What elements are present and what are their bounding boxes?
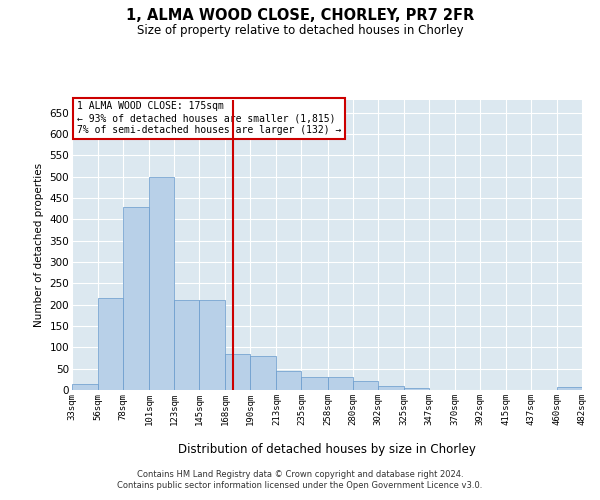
- Bar: [353, 382, 377, 390]
- Bar: [199, 300, 226, 390]
- Bar: [149, 177, 174, 390]
- Text: 1, ALMA WOOD CLOSE, CHORLEY, PR7 2FR: 1, ALMA WOOD CLOSE, CHORLEY, PR7 2FR: [126, 8, 474, 22]
- Text: Distribution of detached houses by size in Chorley: Distribution of detached houses by size …: [178, 442, 476, 456]
- Bar: [226, 354, 250, 390]
- Bar: [174, 300, 199, 390]
- Bar: [557, 386, 582, 390]
- Bar: [301, 377, 328, 390]
- Text: Contains HM Land Registry data © Crown copyright and database right 2024.: Contains HM Land Registry data © Crown c…: [137, 470, 463, 479]
- Text: Contains public sector information licensed under the Open Government Licence v3: Contains public sector information licen…: [118, 481, 482, 490]
- Bar: [72, 384, 98, 390]
- Bar: [277, 371, 301, 390]
- Text: 1 ALMA WOOD CLOSE: 175sqm
← 93% of detached houses are smaller (1,815)
7% of sem: 1 ALMA WOOD CLOSE: 175sqm ← 93% of detac…: [77, 102, 341, 134]
- Bar: [123, 206, 149, 390]
- Bar: [328, 377, 353, 390]
- Bar: [377, 386, 404, 390]
- Text: Size of property relative to detached houses in Chorley: Size of property relative to detached ho…: [137, 24, 463, 37]
- Bar: [250, 356, 277, 390]
- Bar: [404, 388, 428, 390]
- Y-axis label: Number of detached properties: Number of detached properties: [34, 163, 44, 327]
- Bar: [98, 298, 123, 390]
